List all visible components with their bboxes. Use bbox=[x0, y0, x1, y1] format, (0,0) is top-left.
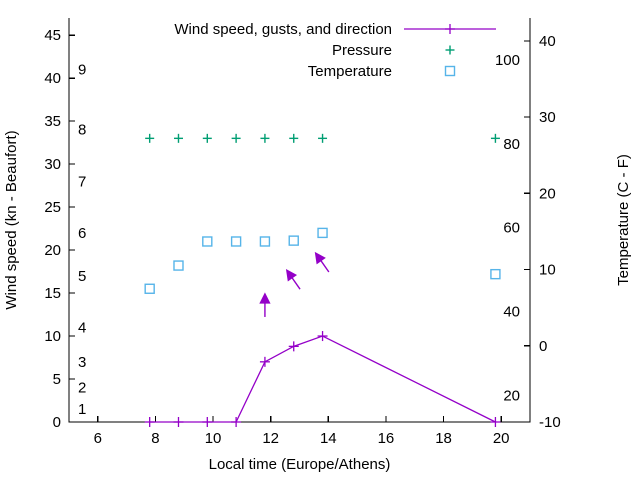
fahrenheit-label: 100 bbox=[495, 52, 520, 69]
fahrenheit-label: 40 bbox=[503, 303, 520, 320]
y2-tick-label: -10 bbox=[539, 414, 561, 431]
x-tick-label: 10 bbox=[205, 430, 222, 447]
y-tick-label: 40 bbox=[44, 70, 61, 87]
wind-direction-arrow bbox=[314, 251, 330, 273]
legend-label-temperature: Temperature bbox=[308, 63, 392, 80]
wind-direction-arrow bbox=[259, 292, 271, 317]
series-temperature bbox=[144, 227, 501, 294]
x-tick-label: 8 bbox=[151, 430, 159, 447]
y2-tick-label: 40 bbox=[539, 33, 556, 50]
temperature-point bbox=[288, 235, 299, 246]
fahrenheit-label: 20 bbox=[503, 387, 520, 404]
beaufort-label: 5 bbox=[78, 268, 86, 285]
x-tick-label: 14 bbox=[320, 430, 337, 447]
y-axis-title: Wind speed (kn - Beaufort) bbox=[3, 130, 20, 309]
legend-sample-temperature bbox=[444, 65, 456, 77]
beaufort-label: 8 bbox=[78, 122, 86, 139]
x-tick-label: 18 bbox=[435, 430, 452, 447]
temperature-point bbox=[202, 236, 213, 247]
x-tick-label: 20 bbox=[493, 430, 510, 447]
beaufort-label: 3 bbox=[78, 354, 86, 371]
y2-axis-title: Temperature (C - F) bbox=[615, 154, 632, 286]
fahrenheit-label: 60 bbox=[503, 220, 520, 237]
y-tick-label: 45 bbox=[44, 27, 61, 44]
temperature-point bbox=[230, 236, 242, 247]
arrow-head bbox=[314, 251, 326, 265]
y2-tick-label: 0 bbox=[539, 338, 547, 355]
beaufort-label: 4 bbox=[78, 319, 86, 336]
temperature-point bbox=[317, 227, 328, 239]
x-tick-label: 6 bbox=[94, 430, 102, 447]
y-axis-left: 0 5 10 15 20 25 30 35 40 45 bbox=[44, 27, 75, 431]
y-axis-right: -10 0 10 20 30 40 bbox=[524, 33, 561, 431]
temperature-point bbox=[173, 260, 184, 271]
fahrenheit-label: 80 bbox=[503, 136, 520, 153]
y-tick-label: 0 bbox=[53, 414, 61, 431]
wind-direction-arrows bbox=[259, 251, 330, 317]
beaufort-label: 1 bbox=[78, 401, 86, 418]
legend-label-wind: Wind speed, gusts, and direction bbox=[174, 21, 392, 38]
plot-frame bbox=[68, 18, 531, 423]
y-tick-label: 35 bbox=[44, 113, 61, 130]
y-tick-label: 30 bbox=[44, 156, 61, 173]
beaufort-label: 2 bbox=[78, 380, 86, 397]
frame-path bbox=[68, 18, 531, 423]
legend-label-pressure: Pressure bbox=[332, 42, 392, 59]
legend: Wind speed, gusts, and direction Pressure… bbox=[174, 21, 496, 80]
y-tick-label: 25 bbox=[44, 199, 61, 216]
x-axis-title: Local time (Europe/Athens) bbox=[209, 456, 391, 473]
x-tick-label: 16 bbox=[378, 430, 395, 447]
wind-direction-arrow bbox=[285, 269, 301, 290]
series-pressure bbox=[145, 133, 500, 143]
x-axis: 6 8 10 12 14 16 18 20 bbox=[94, 416, 510, 447]
y-tick-label: 15 bbox=[44, 285, 61, 302]
temperature-point bbox=[259, 236, 271, 247]
beaufort-scale-labels: 1 2 3 4 5 6 7 8 9 bbox=[78, 62, 86, 419]
temperature-point bbox=[490, 268, 501, 280]
y2-tick-label: 20 bbox=[539, 185, 556, 202]
wind-speed-line bbox=[149, 335, 496, 423]
fahrenheit-scale-labels: 20 40 60 80 100 bbox=[495, 52, 520, 404]
arrow-head bbox=[259, 292, 271, 304]
series-wind bbox=[144, 331, 501, 427]
temperature-point bbox=[144, 283, 155, 294]
x-tick-label: 12 bbox=[262, 430, 279, 447]
beaufort-label: 9 bbox=[78, 62, 86, 79]
y-tick-label: 5 bbox=[53, 371, 61, 388]
arrow-head bbox=[285, 269, 298, 282]
y-tick-label: 10 bbox=[44, 328, 61, 345]
y2-tick-label: 10 bbox=[539, 262, 556, 279]
beaufort-label: 6 bbox=[78, 225, 86, 242]
y2-tick-label: 30 bbox=[539, 109, 556, 126]
beaufort-label: 7 bbox=[78, 173, 86, 190]
y-tick-label: 20 bbox=[44, 242, 61, 259]
